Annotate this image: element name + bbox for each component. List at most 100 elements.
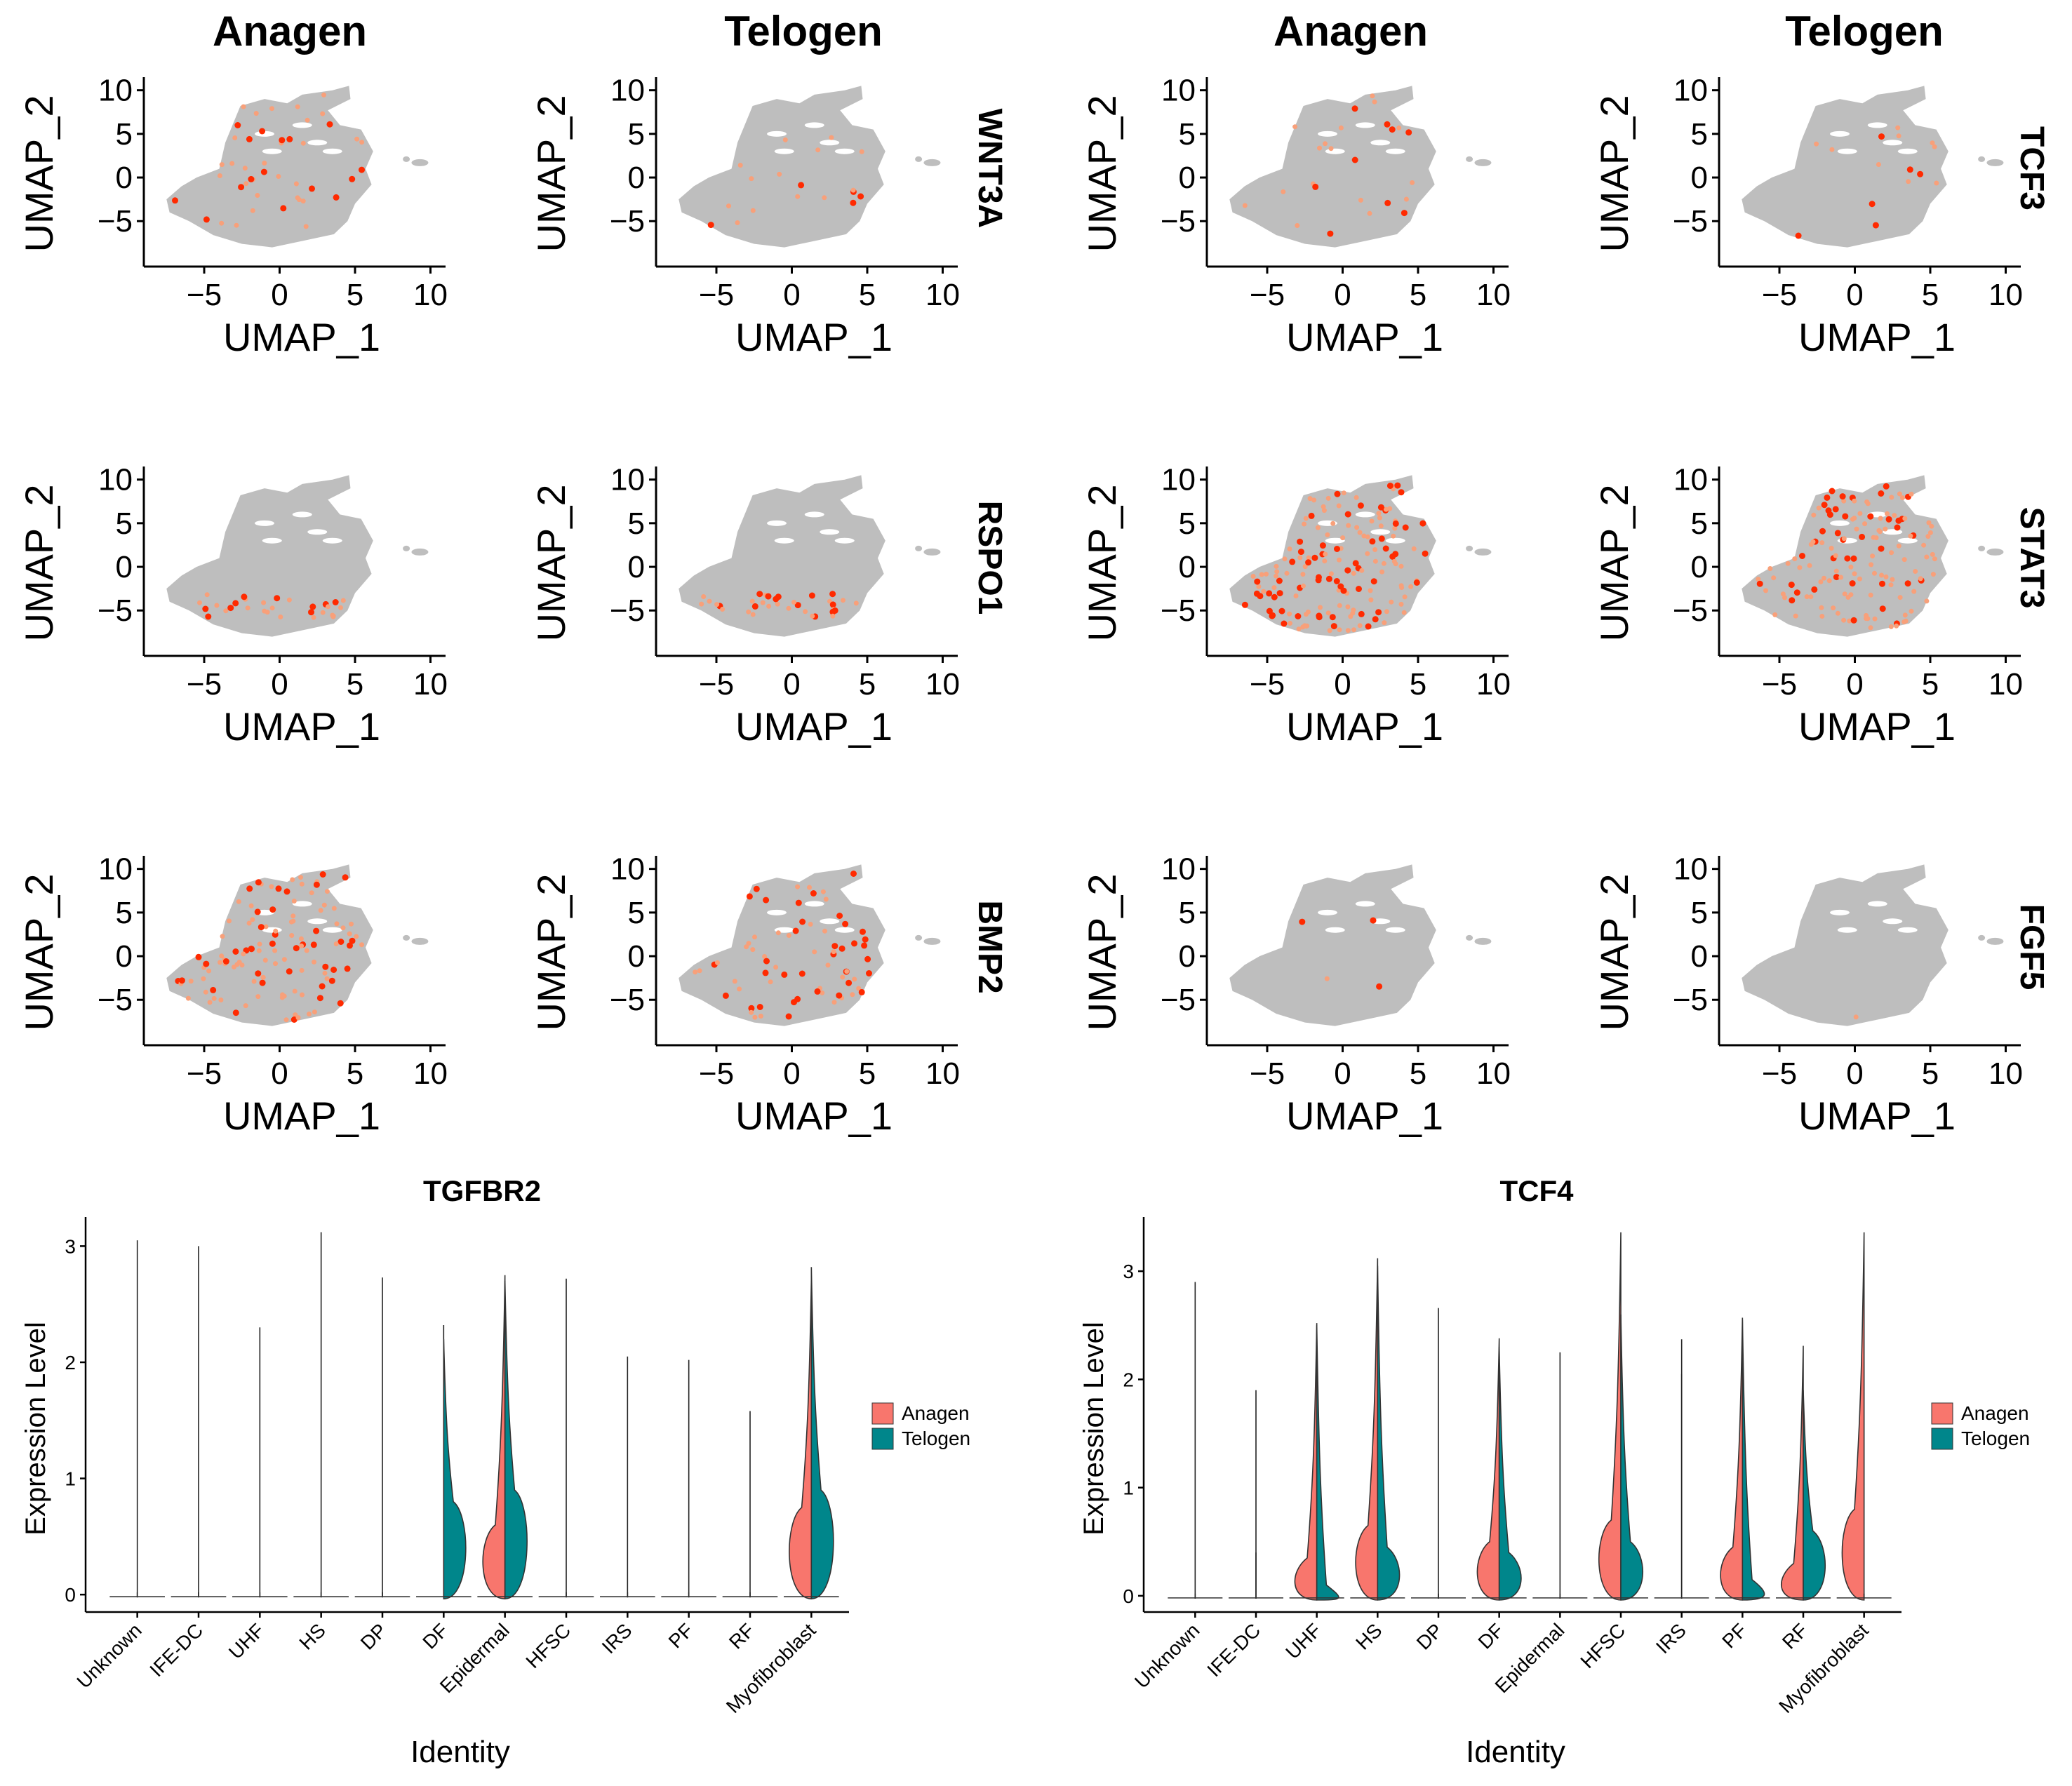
- expressing-cell-point: [1906, 166, 1913, 173]
- expressing-cell-point: [313, 927, 320, 934]
- expressing-cell-point: [1841, 617, 1847, 623]
- satellite-cluster: [923, 548, 941, 556]
- cloud-gap: [1897, 927, 1918, 933]
- expressing-cell-point: [1274, 569, 1280, 575]
- expressing-cell-point: [279, 137, 286, 144]
- expressing-cell-point: [222, 958, 229, 965]
- expressing-cell-point: [1402, 594, 1408, 600]
- umap-y-tick-label: −5: [98, 204, 133, 239]
- expressing-cell-point: [330, 613, 336, 619]
- satellite-cluster: [915, 934, 923, 941]
- expressing-cell-point: [1399, 585, 1405, 590]
- expressing-cell-point: [1872, 616, 1878, 622]
- cloud-gap: [1385, 537, 1405, 544]
- satellite-cluster: [915, 156, 923, 162]
- expressing-cell-point: [829, 135, 834, 140]
- violin-half: [1498, 1347, 1522, 1601]
- expressing-cell-point: [197, 600, 202, 605]
- expressing-cell-point: [1242, 203, 1248, 208]
- expressing-cell-point: [300, 199, 306, 204]
- expressing-cell-point: [307, 1012, 312, 1016]
- expressing-cell-point: [744, 944, 749, 950]
- expressing-cell-point: [1306, 555, 1311, 560]
- satellite-cluster: [1474, 548, 1492, 556]
- expressing-cell-point: [340, 925, 346, 931]
- umap-x-tick-label: −5: [699, 278, 734, 312]
- expressing-cell-point: [1365, 551, 1370, 556]
- expressing-cell-point: [1930, 551, 1935, 557]
- cloud-gap: [820, 140, 840, 146]
- expressing-cell-point: [304, 948, 309, 953]
- expressing-cell-point: [785, 1013, 792, 1020]
- expressing-cell-point: [1281, 189, 1286, 194]
- expressing-cell-point: [1901, 557, 1907, 563]
- expressing-cell-point: [227, 605, 234, 612]
- cloud-gap: [834, 537, 855, 544]
- expressing-cell-point: [1793, 613, 1798, 619]
- expressing-cell-point: [810, 613, 815, 619]
- expressing-cell-point: [354, 136, 360, 142]
- violin-y-tick-label: 2: [1123, 1369, 1134, 1390]
- umap-x-tick-label: 10: [1989, 667, 2023, 701]
- expressing-cell-point: [248, 175, 255, 182]
- umap-y-tick-label: −5: [98, 593, 133, 628]
- expressing-cell-point: [333, 941, 339, 946]
- expressing-cell-point: [753, 885, 760, 892]
- expressing-cell-point: [286, 597, 292, 603]
- umap-x-tick-label: 0: [271, 1056, 288, 1091]
- legend-label: Anagen: [1961, 1402, 2029, 1424]
- expressing-cell-point: [751, 603, 758, 610]
- expressing-cell-point: [794, 995, 801, 1002]
- umap-x-label: UMAP_1: [735, 704, 893, 748]
- expressing-cell-point: [258, 924, 265, 931]
- expressing-cell-point: [309, 603, 316, 610]
- expressing-cell-point: [1894, 623, 1899, 629]
- cloud-gap: [1830, 130, 1850, 137]
- umap-x-label: UMAP_1: [223, 315, 380, 359]
- expressing-cell-point: [293, 181, 299, 187]
- expressing-cell-point: [1299, 918, 1306, 925]
- expressing-cell-point: [732, 979, 737, 984]
- cloud-gap: [322, 148, 342, 154]
- expressing-cell-point: [763, 897, 770, 904]
- satellite-cluster: [1978, 156, 1986, 162]
- cloud-gap: [1355, 511, 1375, 518]
- expressing-cell-point: [1372, 616, 1379, 623]
- expressing-cell-point: [1287, 546, 1292, 551]
- violin-half: [1377, 1265, 1401, 1601]
- expressing-cell-point: [707, 598, 712, 604]
- expressing-cell-point: [248, 946, 255, 953]
- satellite-cluster: [923, 937, 941, 945]
- expressing-cell-point: [1264, 571, 1269, 577]
- expressing-cell-point: [1296, 626, 1302, 632]
- cell-cloud: [1742, 86, 1949, 248]
- expressing-cell-point: [1368, 597, 1374, 603]
- expressing-cell-point: [1382, 620, 1387, 626]
- umap-x-tick-label: −5: [1762, 278, 1797, 312]
- expressing-cell-point: [850, 992, 855, 998]
- expressing-cell-point: [1381, 560, 1386, 566]
- expressing-cell-point: [1918, 576, 1923, 582]
- umap-y-label: UMAP_2: [529, 484, 573, 641]
- expressing-cell-point: [798, 970, 806, 977]
- expressing-cell-point: [1924, 554, 1930, 560]
- expressing-cell-point: [845, 979, 853, 986]
- satellite-cluster: [1986, 159, 2004, 166]
- expressing-cell-point: [1771, 575, 1777, 581]
- expressing-cell-point: [857, 193, 864, 200]
- expressing-cell-point: [1337, 557, 1342, 563]
- umap-x-label: UMAP_1: [1286, 1094, 1443, 1138]
- expressing-cell-point: [1879, 605, 1886, 612]
- satellite-cluster: [1986, 937, 2004, 945]
- expressing-cell-point: [1819, 540, 1825, 546]
- expressing-cell-point: [1756, 580, 1763, 587]
- expressing-cell-point: [1878, 133, 1885, 140]
- cloud-gap: [322, 537, 342, 544]
- expressing-cell-point: [1369, 518, 1375, 524]
- expressing-cell-point: [1361, 533, 1367, 539]
- cloud-gap: [1897, 148, 1918, 154]
- expressing-cell-point: [1422, 550, 1429, 557]
- expressing-cell-point: [283, 1017, 289, 1023]
- expressing-cell-point: [722, 992, 729, 999]
- expressing-cell-point: [286, 968, 293, 975]
